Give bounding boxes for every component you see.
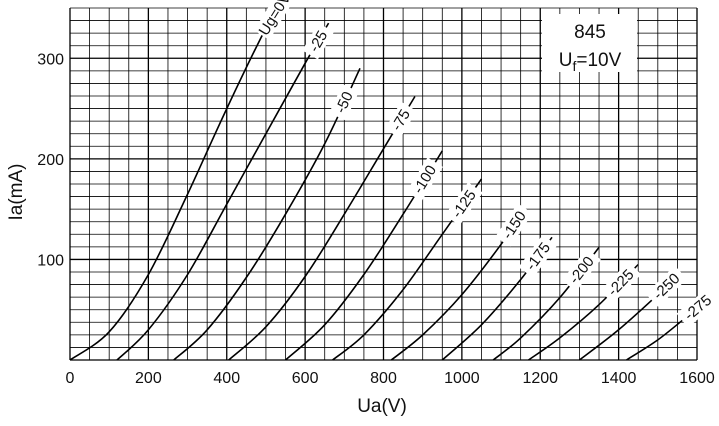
curve-label-bg [600,261,642,304]
curve-label-group: -200 [561,248,601,292]
curve-label-group: -275 [676,287,719,328]
curve-label-bg [676,287,719,328]
x-tick-label: 400 [213,370,240,387]
curve-label-group: -125 [444,182,483,226]
curve-label-bg [302,22,334,60]
filament-voltage-main: U [559,50,573,71]
x-axis-title: Ua(V) [357,396,407,417]
curve-label-group: -25 [302,22,334,60]
y-tick-label: 100 [37,252,64,269]
x-tick-label: 1200 [522,370,558,387]
tube-type-label: 845 [574,22,606,43]
curves-group [69,2,706,361]
curve-label-bg [561,248,601,292]
curve-label-bg [444,182,483,226]
curve-label-bg [254,0,296,40]
curve-label-bg [645,265,688,307]
curve-label-bg [518,234,558,278]
x-tick-labels: 0 200 400 600 800 1000 1200 1400 1600 [66,370,715,387]
x-tick-label: 0 [66,370,75,387]
tube-info-box: 845 Uf=10V [542,14,637,74]
filament-voltage-sub: f [572,58,576,74]
curve-ug-3 [228,96,416,361]
curve-label-bg [329,84,359,121]
tube-info-bg [542,14,637,72]
x-tick-label: 1600 [679,370,715,387]
curve-label-group: -175 [518,234,558,278]
curve-label-group: -50 [329,84,359,121]
curve-labels-group: Ug=0V-25-50-75-100-125-150-175 -200 -225 -2… [254,0,719,328]
curve-label-group: -75 [384,101,417,139]
curve-ug-0 [69,2,283,361]
x-tick-label: 800 [370,370,397,387]
y-axis-title: Ia(mA) [6,164,27,221]
x-tick-label: 600 [292,370,319,387]
curve-ug-1 [116,22,330,361]
curve-label-group: -100 [406,157,443,202]
y-tick-label: 200 [37,152,64,169]
curve-ug-2 [173,67,361,361]
x-tick-label: 1000 [444,370,480,387]
y-tick-labels: 100 200 300 [37,51,64,269]
filament-voltage-label: Uf=10V [559,50,622,74]
curve-label-bg [495,203,533,247]
curve-label-bg [384,101,417,139]
x-tick-label: 200 [135,370,162,387]
curve-label-bg [406,157,443,202]
filament-voltage-value: =10V [576,50,621,71]
curve-label-group: Ug=0V [254,0,296,40]
curve-label-group: -225 [600,261,642,304]
y-tick-label: 300 [37,51,64,68]
x-tick-label: 1400 [601,370,637,387]
